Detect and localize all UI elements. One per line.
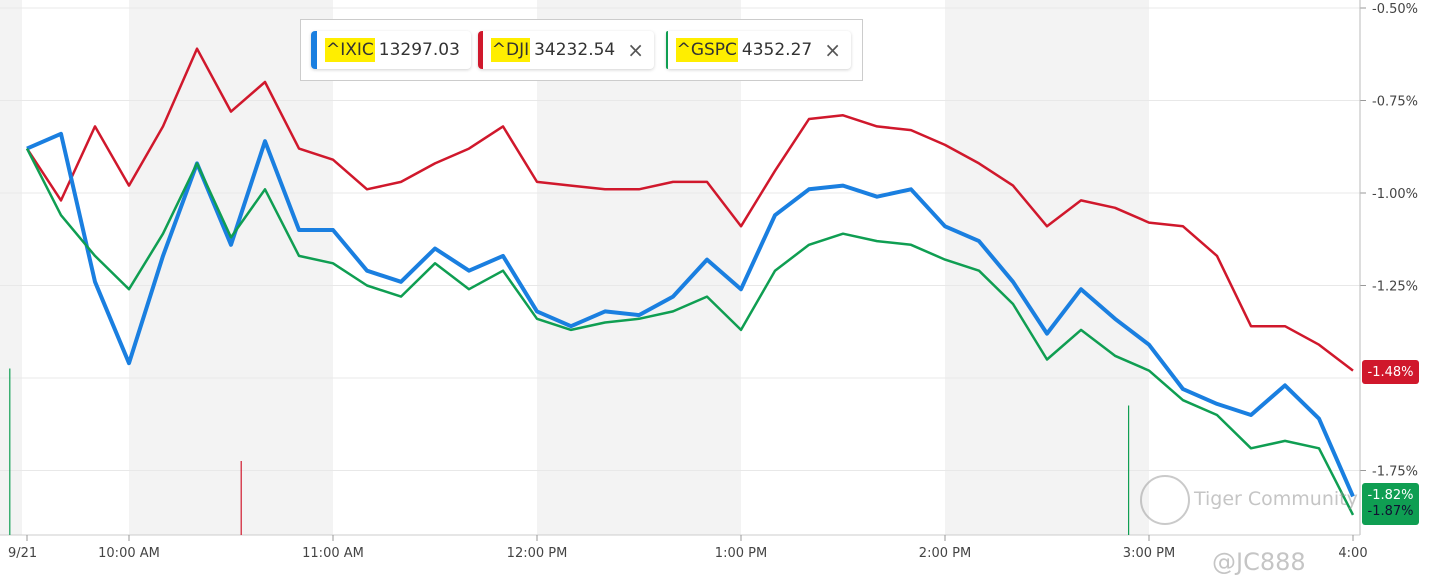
close-icon[interactable]: × (627, 38, 644, 62)
legend-symbol: ^IXIC (325, 38, 375, 62)
series-line-gspc (25, 148, 1355, 516)
legend-chip-gspc[interactable]: ^GSPC 4352.27 × (666, 31, 851, 69)
legend-value: 4352.27 (741, 40, 813, 60)
series-line-dji (25, 47, 1354, 372)
last-value-tag-ixic: -1.82% (1367, 488, 1414, 503)
x-tick-label: 10:00 AM (98, 546, 160, 561)
watermark-brand: Tiger Community (1194, 488, 1358, 510)
y-tick-label: -0.75% (1372, 95, 1418, 110)
x-tick-label: 9/21 (8, 546, 37, 561)
series-color-swatch (311, 31, 317, 69)
watermark-user: @JC888 (1212, 548, 1306, 576)
shaded-band (129, 0, 333, 535)
legend-chip-ixic[interactable]: ^IXIC 13297.03 (311, 31, 471, 69)
series-color-swatch (666, 31, 668, 69)
x-tick-label: 1:00 PM (715, 546, 767, 561)
legend-symbol: ^GSPC (675, 38, 738, 62)
x-tick-label: 11:00 AM (302, 546, 364, 561)
last-value-tag-dji: -1.48% (1362, 360, 1419, 384)
legend: ^IXIC 13297.03 ^DJI 34232.54 × ^GSPC 435… (300, 19, 863, 81)
legend-value: 13297.03 (378, 40, 460, 60)
x-tick-label: 2:00 PM (919, 546, 971, 561)
close-icon[interactable]: × (824, 38, 841, 62)
x-tick-label: 4:00 (1338, 546, 1367, 561)
shaded-band (945, 0, 1149, 535)
y-tick-label: -0.50% (1372, 2, 1418, 17)
series-line-ixic (26, 131, 1355, 498)
x-tick-label: 12:00 PM (507, 546, 568, 561)
x-tick-label: 3:00 PM (1123, 546, 1175, 561)
y-tick-label: -1.75% (1372, 465, 1418, 480)
legend-value: 34232.54 (534, 40, 616, 60)
legend-symbol: ^DJI (490, 38, 531, 62)
last-value-tag-gspc: -1.87% (1367, 504, 1414, 519)
watermark-logo-icon (1140, 475, 1190, 525)
shaded-band (537, 0, 741, 535)
y-tick-label: -1.25% (1372, 280, 1418, 295)
shaded-band (0, 0, 22, 535)
series-color-swatch (478, 31, 483, 69)
last-value-tag-group: -1.82% -1.87% (1362, 483, 1419, 525)
y-tick-label: -1.00% (1372, 187, 1418, 202)
legend-chip-dji[interactable]: ^DJI 34232.54 × (478, 31, 654, 69)
